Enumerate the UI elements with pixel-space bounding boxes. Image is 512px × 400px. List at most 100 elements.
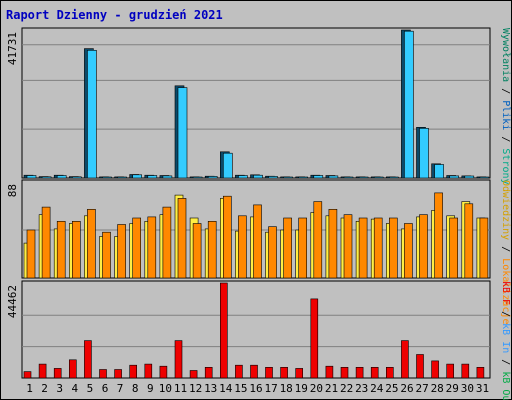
bar-pliki-8 xyxy=(132,174,142,179)
x-tick-label: 11 xyxy=(174,382,187,395)
bar-kb-f-12 xyxy=(189,370,198,379)
x-tick-label: 19 xyxy=(295,382,308,395)
x-tick-label: 12 xyxy=(189,382,202,395)
bar-kb-f-18 xyxy=(280,366,288,379)
bar-lokalizacje-22 xyxy=(343,214,353,279)
bar-pliki-30 xyxy=(464,175,475,179)
bar-kb-f-30 xyxy=(461,363,470,379)
x-tick-label: 28 xyxy=(431,382,444,395)
x-tick-label: 24 xyxy=(370,382,384,395)
legend-entry: kB Out xyxy=(500,371,511,400)
bar-lokalizacje-5 xyxy=(87,209,96,279)
bar-lokalizacje-24 xyxy=(373,217,383,279)
bar-kb-f-6 xyxy=(99,369,107,379)
bar-pliki-11 xyxy=(177,87,188,179)
legend-entry: / xyxy=(500,82,511,100)
bar-pliki-2 xyxy=(41,176,52,179)
x-tick-label: 29 xyxy=(446,382,459,395)
legend-entry: Wywołania xyxy=(500,28,511,82)
bar-kb-f-22 xyxy=(340,366,349,379)
x-tick-label: 8 xyxy=(132,382,139,395)
x-tick-label: 10 xyxy=(159,382,172,395)
bar-kb-f-14 xyxy=(220,282,228,379)
bar-kb-f-4 xyxy=(69,359,77,379)
bar-pliki-15 xyxy=(238,175,248,179)
bar-kb-f-15 xyxy=(235,364,243,379)
bar-pliki-16 xyxy=(253,174,263,179)
bar-kb-f-23 xyxy=(355,366,364,379)
bar-pliki-3 xyxy=(56,175,67,179)
bar-kb-f-7 xyxy=(114,369,122,379)
bar-kb-f-20 xyxy=(310,298,319,379)
panel-1: 41731 xyxy=(6,27,491,179)
bar-kb-f-3 xyxy=(53,368,62,379)
x-tick-label: 1 xyxy=(26,382,33,395)
bar-kb-f-5 xyxy=(84,340,92,379)
bar-lokalizacje-31 xyxy=(479,217,489,279)
legend-entry: / xyxy=(500,305,511,323)
bar-kb-f-29 xyxy=(446,363,455,379)
y-max-label: 41731 xyxy=(6,32,19,65)
bar-kb-f-10 xyxy=(159,365,168,379)
bar-lokalizacje-13 xyxy=(207,221,217,279)
bar-lokalizacje-9 xyxy=(147,216,157,279)
legend-bottom: kB F / kB In / kB Out xyxy=(500,281,511,400)
bar-kb-f-28 xyxy=(431,360,439,379)
bar-pliki-23 xyxy=(358,176,369,179)
x-tick-label: 9 xyxy=(147,382,154,395)
bar-lokalizacje-11 xyxy=(177,198,187,279)
bar-pliki-25 xyxy=(388,176,399,179)
bar-kb-f-26 xyxy=(401,340,409,379)
bar-lokalizacje-25 xyxy=(388,217,398,279)
x-tick-label: 14 xyxy=(219,382,233,395)
bar-kb-f-8 xyxy=(129,364,137,379)
bar-pliki-28 xyxy=(434,164,444,179)
bar-lokalizacje-7 xyxy=(117,224,126,279)
legend-entry: / xyxy=(500,353,511,371)
x-tick-label: 26 xyxy=(400,382,413,395)
bar-kb-f-2 xyxy=(38,363,47,379)
bar-kb-f-31 xyxy=(476,366,485,379)
bar-kb-f-11 xyxy=(174,340,183,379)
bar-lokalizacje-30 xyxy=(464,203,474,279)
x-tick-label: 17 xyxy=(264,382,277,395)
x-axis-labels: 1 2 3 4 5 6 7 8 9 10 11 12 13 14 15 16 17 18 19 20 21 22 23 24 2… xyxy=(26,382,489,395)
legend-entry: Pliki xyxy=(500,100,511,130)
bar-pliki-29 xyxy=(449,175,460,179)
bar-lokalizacje-21 xyxy=(328,209,338,279)
bar-lokalizacje-29 xyxy=(449,217,459,279)
bar-lokalizacje-18 xyxy=(283,217,292,279)
legend-middle: Odwiedziny / Lokalizacje xyxy=(500,180,511,325)
x-tick-label: 7 xyxy=(117,382,124,395)
x-tick-label: 13 xyxy=(204,382,217,395)
bar-lokalizacje-4 xyxy=(72,221,81,279)
x-tick-label: 15 xyxy=(234,382,247,395)
bar-pliki-19 xyxy=(298,176,309,179)
bar-lokalizacje-2 xyxy=(41,206,51,279)
legend-entry: / xyxy=(500,240,511,258)
bar-lokalizacje-10 xyxy=(162,206,172,279)
bar-pliki-26 xyxy=(404,30,414,179)
x-tick-label: 16 xyxy=(249,382,262,395)
bar-pliki-5 xyxy=(87,49,97,179)
bar-lokalizacje-15 xyxy=(238,215,247,279)
chart-title: Raport Dzienny - grudzień 2021 xyxy=(6,8,223,22)
bar-kb-f-16 xyxy=(250,364,258,379)
bar-lokalizacje-19 xyxy=(298,217,308,279)
legend-entry: / xyxy=(500,130,511,148)
bar-pliki-13 xyxy=(207,176,218,179)
bar-pliki-18 xyxy=(283,176,293,179)
bar-lokalizacje-20 xyxy=(313,201,323,279)
bar-pliki-24 xyxy=(373,176,384,179)
bar-lokalizacje-8 xyxy=(132,217,141,279)
bar-pliki-4 xyxy=(72,176,82,179)
legend-entry: kB F xyxy=(500,281,511,305)
bar-lokalizacje-1 xyxy=(26,229,36,279)
bar-pliki-7 xyxy=(117,176,127,179)
x-tick-label: 5 xyxy=(87,382,94,395)
legend-entry: kB In xyxy=(500,323,511,353)
panel-frame xyxy=(21,280,491,379)
bar-kb-f-27 xyxy=(416,354,424,379)
